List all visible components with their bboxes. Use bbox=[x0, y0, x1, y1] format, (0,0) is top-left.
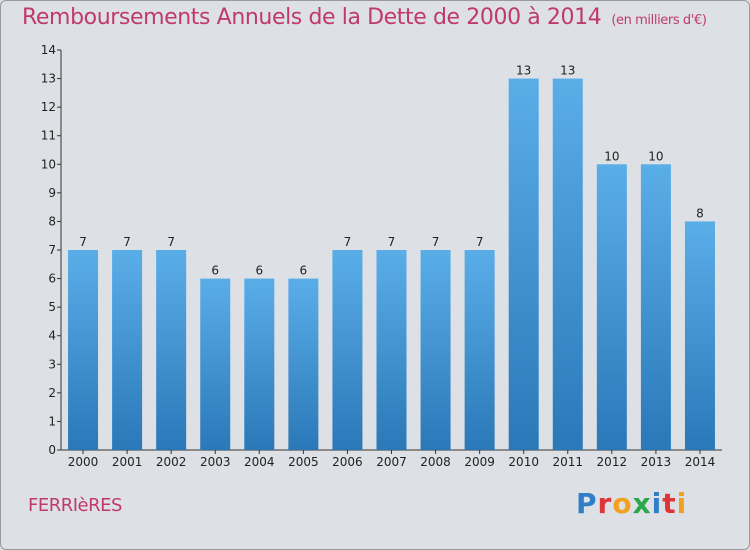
bar-2000 bbox=[68, 250, 99, 450]
bar-2007 bbox=[376, 250, 407, 450]
bar-2010 bbox=[508, 78, 539, 451]
y-tick-label: 9 bbox=[48, 186, 56, 200]
proxiti-logo[interactable]: Proxiti bbox=[576, 487, 687, 520]
y-tick-label: 7 bbox=[48, 243, 56, 257]
x-tick-label: 2004 bbox=[244, 455, 275, 469]
logo-letter: t bbox=[662, 487, 677, 520]
x-tick-label: 2007 bbox=[376, 455, 407, 469]
x-tick-label: 2008 bbox=[420, 455, 451, 469]
bar-value-label: 7 bbox=[432, 235, 440, 249]
bar-value-label: 6 bbox=[300, 264, 308, 278]
logo-letter: P bbox=[576, 487, 598, 520]
x-tick-label: 2013 bbox=[641, 455, 672, 469]
y-tick-label: 3 bbox=[48, 357, 56, 371]
x-tick-label: 2012 bbox=[597, 455, 628, 469]
bar-2011 bbox=[552, 78, 583, 451]
y-tick-label: 11 bbox=[41, 129, 56, 143]
x-tick-label: 2014 bbox=[685, 455, 716, 469]
x-tick-label: 2000 bbox=[68, 455, 99, 469]
y-tick-label: 14 bbox=[41, 43, 56, 57]
bar-value-label: 7 bbox=[344, 235, 352, 249]
y-tick-label: 8 bbox=[48, 214, 56, 228]
bar-2013 bbox=[640, 164, 671, 451]
bar-value-label: 6 bbox=[255, 264, 263, 278]
logo-letter: o bbox=[612, 487, 633, 520]
title-text: Remboursements Annuels de la Dette de 20… bbox=[22, 5, 602, 30]
commune-name: FERRIèRES bbox=[28, 495, 122, 516]
bar-value-label: 7 bbox=[388, 235, 396, 249]
bar-2008 bbox=[420, 250, 451, 450]
bar-value-label: 7 bbox=[123, 235, 131, 249]
bar-2005 bbox=[288, 278, 319, 450]
x-tick-label: 2002 bbox=[156, 455, 187, 469]
x-tick-label: 2006 bbox=[332, 455, 363, 469]
bar-value-label: 6 bbox=[211, 264, 219, 278]
y-tick-label: 6 bbox=[48, 272, 56, 286]
x-tick-label: 2010 bbox=[508, 455, 539, 469]
logo-letter: x bbox=[632, 487, 652, 520]
x-tick-label: 2005 bbox=[288, 455, 319, 469]
chart-title: Remboursements Annuels de la Dette de 20… bbox=[22, 5, 707, 30]
y-tick-label: 13 bbox=[41, 72, 56, 86]
y-tick-label: 4 bbox=[48, 329, 56, 343]
unit-label: (en milliers d'€) bbox=[611, 13, 707, 28]
bar-2009 bbox=[464, 250, 495, 450]
x-tick-label: 2001 bbox=[112, 455, 143, 469]
x-tick-label: 2011 bbox=[552, 455, 583, 469]
logo-letter: i bbox=[651, 487, 663, 520]
bar-value-label: 13 bbox=[560, 64, 575, 78]
y-tick-label: 0 bbox=[48, 443, 56, 457]
bar-value-label: 10 bbox=[648, 149, 663, 163]
bar-2014 bbox=[684, 221, 715, 450]
y-tick-label: 1 bbox=[48, 414, 56, 428]
bar-2006 bbox=[332, 250, 363, 450]
x-tick-label: 2009 bbox=[464, 455, 495, 469]
x-tick-label: 2003 bbox=[200, 455, 231, 469]
bar-value-label: 8 bbox=[696, 206, 704, 220]
bar-2004 bbox=[244, 278, 275, 450]
y-tick-label: 10 bbox=[41, 157, 56, 171]
bar-2002 bbox=[156, 250, 187, 450]
y-tick-label: 5 bbox=[48, 300, 56, 314]
y-tick-label: 12 bbox=[41, 100, 56, 114]
bar-value-label: 10 bbox=[604, 149, 619, 163]
logo-letter: r bbox=[597, 487, 613, 520]
bar-2012 bbox=[596, 164, 627, 451]
logo-letter: i bbox=[676, 487, 688, 520]
bar-value-label: 7 bbox=[79, 235, 87, 249]
bar-2003 bbox=[200, 278, 231, 450]
y-tick-label: 2 bbox=[48, 386, 56, 400]
bar-value-label: 7 bbox=[476, 235, 484, 249]
bar-2001 bbox=[112, 250, 143, 450]
bar-value-label: 13 bbox=[516, 64, 531, 78]
bar-value-label: 7 bbox=[167, 235, 175, 249]
